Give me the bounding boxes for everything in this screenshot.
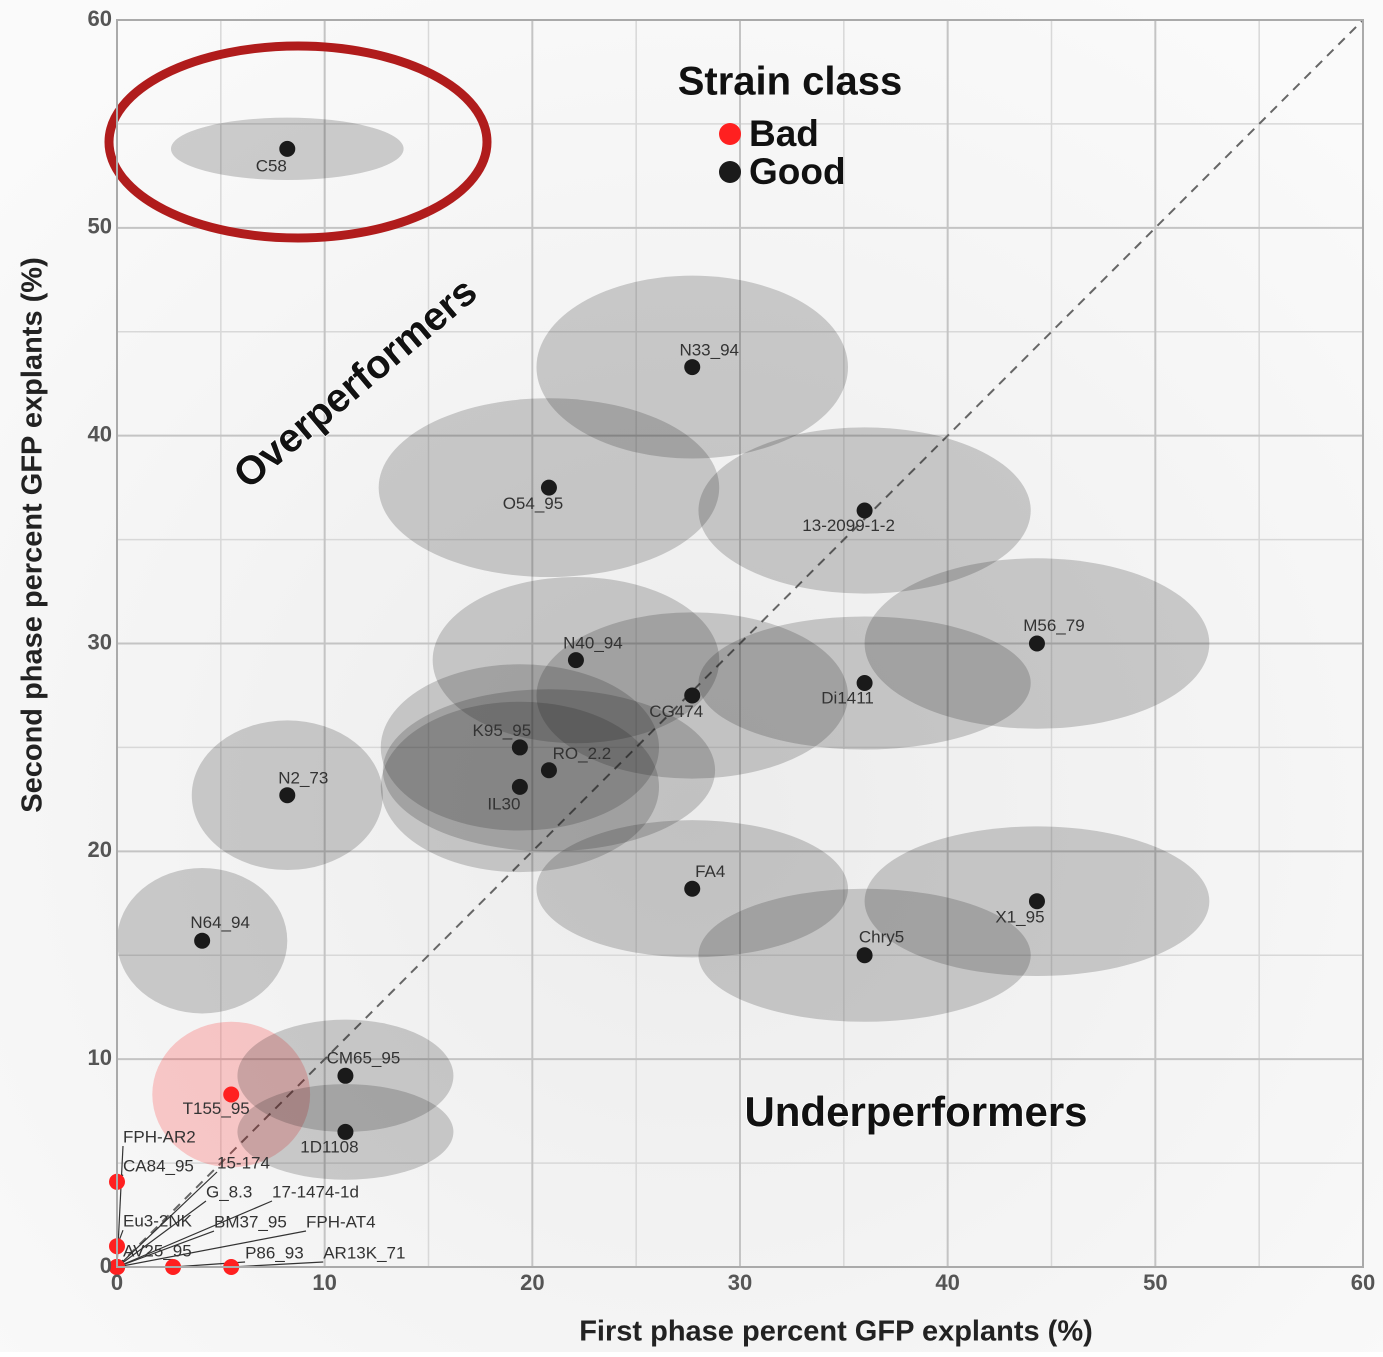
point [512, 779, 528, 795]
point-label: IL30 [487, 794, 520, 813]
legend-marker [719, 161, 741, 183]
legend-marker [719, 123, 741, 145]
legend-label: Good [749, 151, 846, 192]
x-tick-label: 20 [520, 1270, 544, 1295]
point-label: O54_95 [503, 494, 564, 513]
point [568, 652, 584, 668]
point [857, 947, 873, 963]
point-label: Eu3-2NK [123, 1212, 193, 1231]
legend-title: Strain class [678, 60, 903, 104]
point-label: FA4 [695, 862, 725, 881]
x-axis-title: First phase percent GFP explants (%) [579, 1316, 1093, 1348]
x-tick-label: 30 [728, 1270, 752, 1295]
point-label: FPH-AT4 [306, 1212, 376, 1231]
legend-label: Bad [749, 113, 819, 154]
y-tick-label: 50 [88, 214, 112, 239]
point [279, 141, 295, 157]
y-tick-label: 10 [88, 1045, 112, 1070]
point [279, 787, 295, 803]
y-tick-label: 30 [88, 629, 112, 654]
point-label: T155_95 [183, 1099, 250, 1118]
point-label: G_8.3 [206, 1182, 252, 1201]
point-label: 17-1474-1d [272, 1182, 359, 1201]
point-label: N2_73 [278, 769, 328, 788]
x-tick-label: 40 [935, 1270, 959, 1295]
point [337, 1068, 353, 1084]
point [684, 881, 700, 897]
x-tick-label: 60 [1351, 1270, 1375, 1295]
point-label: N64_94 [190, 913, 250, 932]
y-tick-label: 20 [88, 837, 112, 862]
point-label: FPH-AR2 [123, 1127, 196, 1146]
chart: T155_95 FPH-AR2 CA84_95 15-174 G_8.3 17-1474-… [0, 0, 1383, 1352]
point-label: N40_94 [563, 634, 623, 653]
point-label: BM37_95 [214, 1212, 287, 1231]
point-label: N33_94 [679, 341, 739, 360]
point [541, 762, 557, 778]
point-label: K95_95 [473, 721, 532, 740]
point [1029, 636, 1045, 652]
point [512, 739, 528, 755]
x-tick-label: 0 [111, 1270, 123, 1295]
point-label: CA84_95 [123, 1156, 194, 1175]
point [194, 933, 210, 949]
y-tick-label: 60 [88, 6, 112, 31]
point-label: RO_2.2 [553, 744, 612, 763]
point-label: P86_93 [245, 1243, 304, 1262]
point-label: 13-2099-1-2 [802, 516, 895, 535]
point-label: C58 [256, 156, 287, 175]
y-tick-label: 0 [100, 1253, 112, 1278]
annotation: Underperformers [744, 1088, 1087, 1135]
point-label: AV25_95 [123, 1241, 192, 1260]
y-tick-label: 40 [88, 421, 112, 446]
point-label: X1_95 [995, 908, 1044, 927]
point-label: M56_79 [1023, 616, 1084, 635]
point-label: 1D1108 [300, 1137, 358, 1156]
point-label: CG474 [649, 702, 703, 721]
point-label: AR13K_71 [323, 1243, 405, 1262]
point-label: Di1411 [821, 688, 874, 707]
x-tick-label: 50 [1143, 1270, 1167, 1295]
point-label: Chry5 [859, 928, 904, 947]
point [684, 359, 700, 375]
y-axis-title: Second phase percent GFP explants (%) [17, 257, 49, 812]
x-tick-label: 10 [312, 1270, 336, 1295]
point-label: CM65_95 [327, 1048, 401, 1067]
point-label: 15-174 [217, 1153, 270, 1172]
